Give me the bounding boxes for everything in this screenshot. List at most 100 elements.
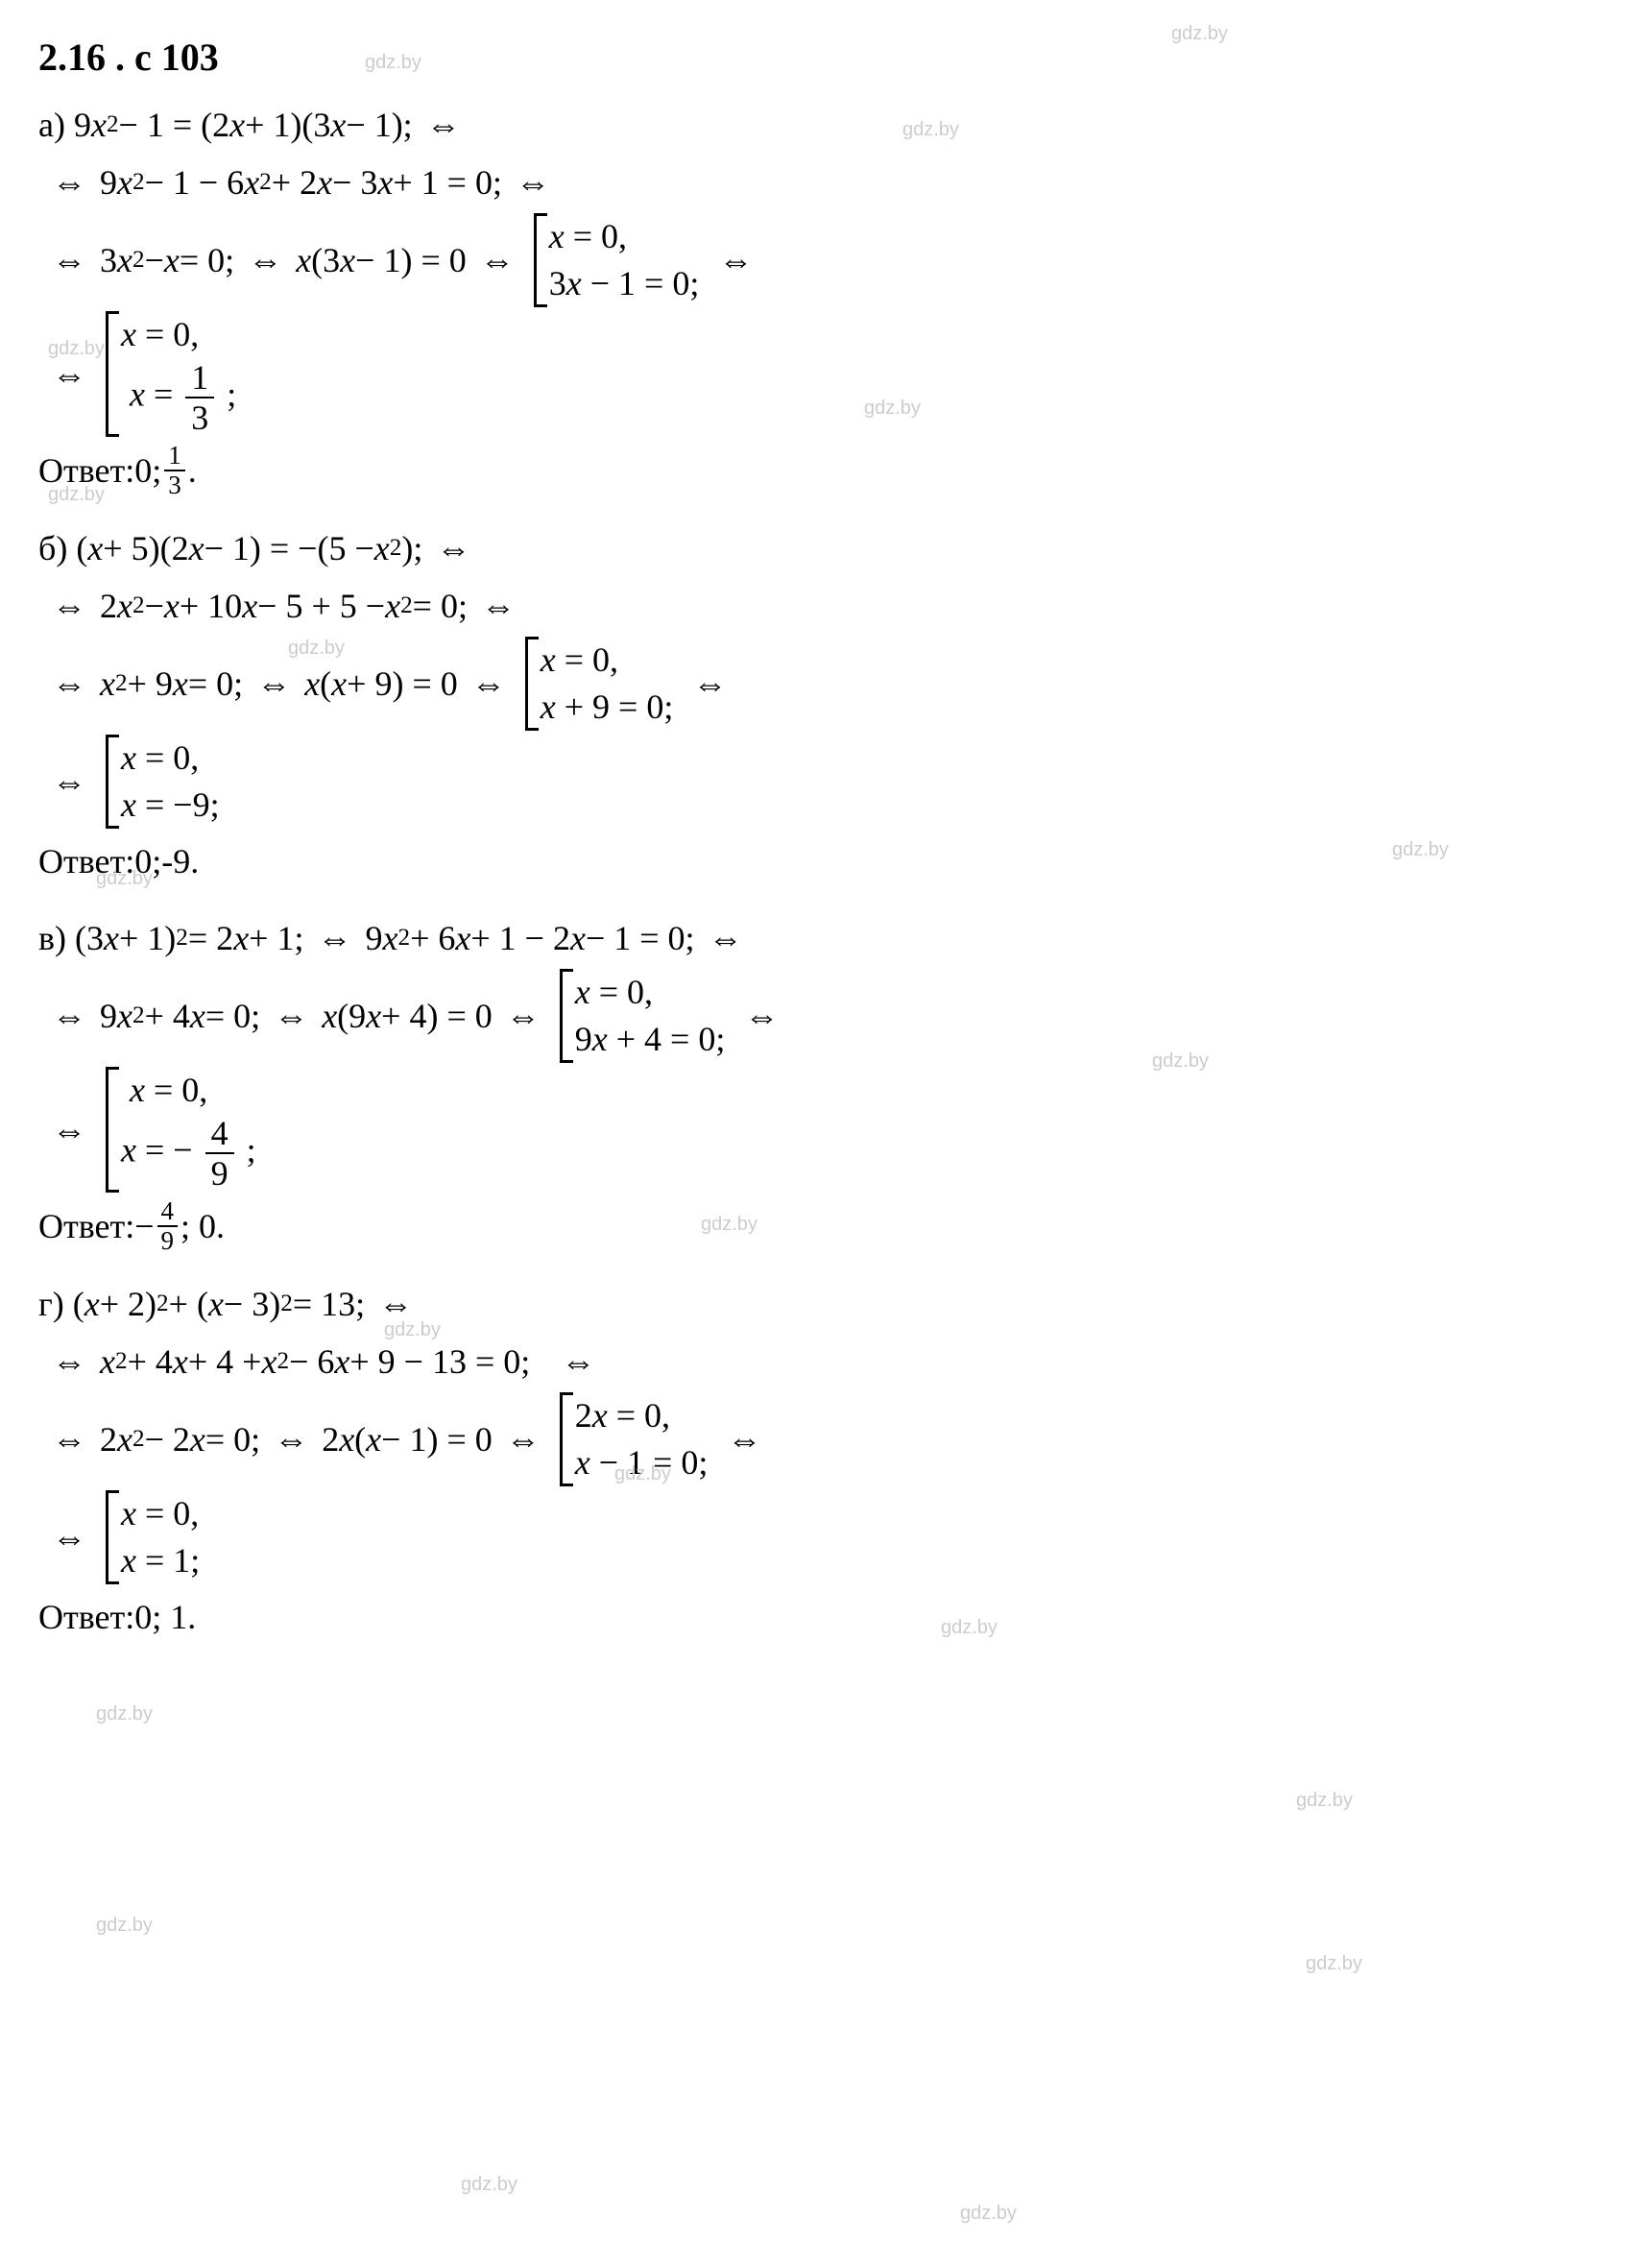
iff-symbol: ⇔ <box>52 1413 86 1465</box>
math-segment: ( <box>76 522 87 574</box>
math-segment: − 1 = (2 <box>119 99 230 151</box>
math-line: г) (x + 2)2 + (x − 3)2 = 13; ⇔ <box>38 1277 1597 1331</box>
math-segment: − 2 <box>145 1413 190 1465</box>
answer-value: . <box>188 445 197 496</box>
math-segment: − <box>145 234 164 286</box>
var-x: x <box>84 1278 100 1330</box>
math-segment: ( <box>320 658 331 710</box>
left-bracket-icon <box>106 1490 119 1584</box>
fraction: 49 <box>205 1116 234 1191</box>
cases-bracket: x = 0, x = − 49 ; <box>106 1067 256 1193</box>
math-segment: − 1) = 0 <box>381 1413 493 1465</box>
iff-symbol: ⇔ <box>516 157 550 208</box>
var-x: x <box>322 990 337 1042</box>
math-segment: = −9; <box>136 785 220 824</box>
math-segment: ( <box>354 1413 366 1465</box>
fraction-num: 1 <box>185 360 214 398</box>
math-segment: − 3 <box>332 157 377 208</box>
math-segment: + 4 <box>128 1336 173 1387</box>
var-x: x <box>330 99 346 151</box>
left-bracket-icon <box>560 1392 573 1486</box>
var-x: x <box>566 264 582 302</box>
iff-symbol: ⇔ <box>52 1511 86 1563</box>
math-segment: ( <box>73 1278 84 1330</box>
math-line: ⇔ 2x2 − x + 10x − 5 + 5 − x2 = 0; ⇔ <box>38 579 1597 633</box>
fraction-den: 9 <box>205 1154 234 1191</box>
math-segment: = 0; <box>413 580 468 632</box>
math-segment: = 0, <box>565 217 627 255</box>
var-x: x <box>121 315 136 353</box>
var-x: x <box>339 1413 354 1465</box>
problem-a: а) 9x2 − 1 = (2x + 1)(3x − 1); ⇔ ⇔ 9x2 −… <box>38 98 1597 498</box>
var-x: x <box>455 912 470 964</box>
exponent: 2 <box>156 1286 169 1322</box>
iff-symbol: ⇔ <box>709 912 743 964</box>
math-segment: 2 <box>100 580 117 632</box>
var-x: x <box>121 738 136 777</box>
var-x: x <box>575 1443 590 1482</box>
var-x: x <box>87 522 103 574</box>
exponent: 2 <box>390 530 402 567</box>
iff-symbol: ⇔ <box>481 580 516 632</box>
iff-symbol: ⇔ <box>561 1336 595 1387</box>
math-segment: + 10 <box>180 580 242 632</box>
math-segment: 3 <box>100 234 117 286</box>
iff-symbol: ⇔ <box>506 1413 541 1465</box>
answer-value: 0; 1. <box>134 1591 196 1643</box>
left-bracket-icon <box>525 637 539 731</box>
iff-symbol: ⇔ <box>426 99 461 151</box>
exponent: 2 <box>132 242 145 278</box>
watermark-text: gdz.by <box>960 2199 1017 2228</box>
exponent: 2 <box>259 164 272 201</box>
exponent: 2 <box>277 1343 289 1380</box>
answer-value: − <box>134 1200 154 1252</box>
fraction-den: 3 <box>164 471 185 498</box>
answer-value: 0; <box>134 445 161 496</box>
var-x: x <box>374 522 390 574</box>
iff-symbol: ⇔ <box>52 234 86 286</box>
var-x: x <box>592 1396 608 1435</box>
math-segment: + 1) <box>119 912 176 964</box>
iff-symbol: ⇔ <box>727 1413 761 1465</box>
problem-label: в) <box>38 912 66 964</box>
iff-symbol: ⇔ <box>718 234 753 286</box>
math-segment: − 1) = −(5 − <box>204 522 374 574</box>
math-segment: = 0; <box>180 234 234 286</box>
math-line: ⇔ x = 0, x = −9; <box>38 735 1597 829</box>
math-line: ⇔ 9x2 − 1 − 6x2 + 2x − 3x + 1 = 0; ⇔ <box>38 156 1597 209</box>
var-x: x <box>233 912 249 964</box>
math-segment: + 1 − 2 <box>470 912 570 964</box>
math-line: ⇔ x2 + 9x = 0; ⇔ x(x + 9) = 0 ⇔ x = 0, x… <box>38 637 1597 731</box>
left-bracket-icon <box>106 735 119 829</box>
left-bracket-icon <box>106 1067 119 1193</box>
math-line: б) (x + 5)(2x − 1) = −(5 − x2 ); ⇔ <box>38 521 1597 575</box>
answer-line: Ответ: − 49 ; 0. <box>38 1198 1597 1254</box>
exponent: 2 <box>176 920 188 956</box>
math-line: а) 9x2 − 1 = (2x + 1)(3x − 1); ⇔ <box>38 98 1597 152</box>
var-x: x <box>190 1413 205 1465</box>
iff-symbol: ⇔ <box>52 157 86 208</box>
math-segment: = 1; <box>136 1541 200 1580</box>
cases-bracket: 2x = 0, x − 1 = 0; <box>560 1392 709 1486</box>
var-x: x <box>592 1020 608 1058</box>
answer-label: Ответ: <box>38 445 134 496</box>
iff-symbol: ⇔ <box>274 990 308 1042</box>
var-x: x <box>173 1336 188 1387</box>
math-segment: 9 <box>100 157 117 208</box>
math-segment: − 5 + 5 − <box>257 580 385 632</box>
var-x: x <box>382 912 397 964</box>
problem-label: г) <box>38 1278 64 1330</box>
var-x: x <box>317 157 332 208</box>
iff-symbol: ⇔ <box>52 1104 86 1156</box>
var-x: x <box>164 580 180 632</box>
iff-symbol: ⇔ <box>248 234 282 286</box>
math-segment: (3 <box>311 234 340 286</box>
var-x: x <box>296 234 311 286</box>
fraction-num: 4 <box>157 1198 179 1227</box>
math-segment: − 3) <box>224 1278 280 1330</box>
var-x: x <box>541 640 556 679</box>
var-x: x <box>261 1336 277 1387</box>
var-x: x <box>189 522 204 574</box>
exponent: 2 <box>115 1343 128 1380</box>
exponent: 2 <box>132 588 145 624</box>
